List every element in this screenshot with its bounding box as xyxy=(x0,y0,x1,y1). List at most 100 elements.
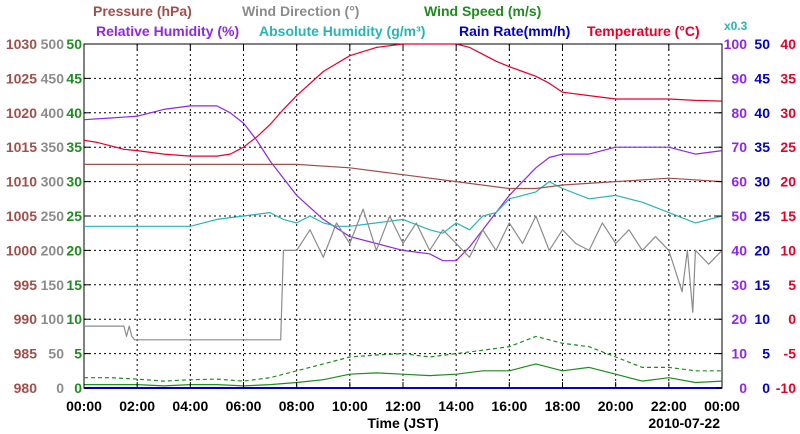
temperature-axis-tick-label: 35 xyxy=(780,70,796,86)
relative-humidity-axis-tick-label: 30 xyxy=(731,277,747,293)
wind-direction-axis-tick-label: 450 xyxy=(41,70,65,86)
rain-rate-axis-tick-label: 45 xyxy=(754,70,770,86)
rain-rate-axis-tick-label: 10 xyxy=(754,311,770,327)
series-absolute-humidity xyxy=(84,181,723,234)
series-wind-speed-gust xyxy=(84,335,722,382)
pressure-axis-tick-label: 990 xyxy=(14,311,38,327)
x-tick-label: 16:00 xyxy=(491,398,527,414)
temperature-axis-tick-label: -10 xyxy=(776,380,796,396)
rain-rate-axis-tick-label: 5 xyxy=(762,346,770,362)
relative-humidity-axis-tick-label: 0 xyxy=(739,380,747,396)
relative-humidity-axis-tick-label: 70 xyxy=(731,139,747,155)
x-tick-label: 18:00 xyxy=(545,398,581,414)
relative-humidity-axis-tick-label: 20 xyxy=(731,311,747,327)
series-pressure xyxy=(84,163,723,190)
relative-humidity-axis-tick-label: 50 xyxy=(731,208,747,224)
x-tick-label: 10:00 xyxy=(332,398,368,414)
legend-relative-humidity: Relative Humidity (%) xyxy=(96,23,239,39)
rain-rate-axis-tick-label: 35 xyxy=(754,139,770,155)
temperature-axis-tick-label: 25 xyxy=(780,139,796,155)
tick-marks xyxy=(83,43,723,389)
temperature-axis-tick-label: 20 xyxy=(780,174,796,190)
pressure-axis-tick-label: 995 xyxy=(14,277,38,293)
wind-speed-axis-tick-label: 10 xyxy=(66,311,82,327)
wind-speed-axis-tick-label: 5 xyxy=(74,346,82,362)
wind-direction-axis-tick-label: 250 xyxy=(41,208,65,224)
wind-speed-axis-tick-label: 20 xyxy=(66,242,82,258)
rain-scale-note: x0.3 xyxy=(724,19,748,33)
x-tick-label: 00:00 xyxy=(66,398,102,414)
x-tick-label: 14:00 xyxy=(438,398,474,414)
x-axis-label: Time (JST) xyxy=(367,415,438,431)
date-label: 2010-07-22 xyxy=(648,415,720,431)
temperature-axis-tick-label: 5 xyxy=(788,277,796,293)
wind-direction-axis-tick-label: 350 xyxy=(41,139,65,155)
temperature-axis-tick-label: 10 xyxy=(780,242,796,258)
wind-direction-axis-tick-label: 300 xyxy=(41,174,65,190)
pressure-axis-tick-label: 1015 xyxy=(6,139,37,155)
rain-rate-axis-tick-label: 40 xyxy=(754,105,770,121)
x-tick-label: 20:00 xyxy=(598,398,634,414)
wind-speed-axis-tick-label: 0 xyxy=(74,380,82,396)
pressure-axis-tick-label: 1020 xyxy=(6,105,37,121)
temperature-axis-tick-label: 0 xyxy=(788,311,796,327)
rain-rate-axis-tick-label: 25 xyxy=(754,208,770,224)
temperature-axis-tick-label: -5 xyxy=(784,346,797,362)
x-tick-label: 02:00 xyxy=(119,398,155,414)
legend-wind-direction: Wind Direction (°) xyxy=(242,3,359,19)
axis-labels: 1030102510201015101010051000995990985980… xyxy=(6,36,796,414)
wind-direction-axis-tick-label: 500 xyxy=(41,36,65,52)
wind-direction-axis-tick-label: 200 xyxy=(41,242,65,258)
relative-humidity-axis-tick-label: 90 xyxy=(731,70,747,86)
wind-speed-axis-tick-label: 25 xyxy=(66,208,82,224)
x-tick-label: 08:00 xyxy=(279,398,315,414)
wind-speed-axis-tick-label: 35 xyxy=(66,139,82,155)
rain-rate-axis-tick-label: 20 xyxy=(754,242,770,258)
relative-humidity-axis-tick-label: 40 xyxy=(731,242,747,258)
rain-rate-axis-tick-label: 0 xyxy=(762,380,770,396)
x-tick-label: 00:00 xyxy=(704,398,740,414)
x-tick-label: 22:00 xyxy=(651,398,687,414)
wind-speed-axis-tick-label: 40 xyxy=(66,105,82,121)
relative-humidity-axis-tick-label: 10 xyxy=(731,346,747,362)
relative-humidity-axis-tick-label: 80 xyxy=(731,105,747,121)
legend-pressure: Pressure (hPa) xyxy=(93,3,192,19)
temperature-axis-tick-label: 30 xyxy=(780,105,796,121)
wind-direction-axis-tick-label: 0 xyxy=(56,380,64,396)
wind-speed-axis-tick-label: 45 xyxy=(66,70,82,86)
wind-direction-axis-tick-label: 50 xyxy=(48,346,64,362)
pressure-axis-tick-label: 1025 xyxy=(6,70,37,86)
wind-speed-axis-tick-label: 30 xyxy=(66,174,82,190)
pressure-axis-tick-label: 1030 xyxy=(6,36,37,52)
pressure-axis-tick-label: 1000 xyxy=(6,242,37,258)
relative-humidity-axis-tick-label: 60 xyxy=(731,174,747,190)
temperature-axis-tick-label: 40 xyxy=(780,36,796,52)
legend-rain-rate: Rain Rate(mm/h) xyxy=(459,23,570,39)
pressure-axis-tick-label: 1005 xyxy=(6,208,37,224)
rain-rate-axis-tick-label: 50 xyxy=(754,36,770,52)
rain-rate-axis-tick-label: 15 xyxy=(754,277,770,293)
legend-wind-speed: Wind Speed (m/s) xyxy=(424,3,541,19)
rain-rate-axis-tick-label: 30 xyxy=(754,174,770,190)
temperature-axis-tick-label: 15 xyxy=(780,208,796,224)
wind-direction-axis-tick-label: 100 xyxy=(41,311,65,327)
x-tick-label: 04:00 xyxy=(172,398,208,414)
legend-absolute-humidity: Absolute Humidity (g/m³) xyxy=(259,23,425,39)
relative-humidity-axis-tick-label: 100 xyxy=(724,36,748,52)
pressure-axis-tick-label: 1010 xyxy=(6,174,37,190)
wind-direction-axis-tick-label: 400 xyxy=(41,105,65,121)
series-wind-direction xyxy=(84,208,723,341)
pressure-axis-tick-label: 980 xyxy=(14,380,38,396)
wind-speed-axis-tick-label: 15 xyxy=(66,277,82,293)
x-tick-label: 06:00 xyxy=(226,398,262,414)
wind-direction-axis-tick-label: 150 xyxy=(41,277,65,293)
legend-temperature: Temperature (°C) xyxy=(587,23,700,39)
wind-speed-axis-tick-label: 50 xyxy=(66,36,82,52)
pressure-axis-tick-label: 985 xyxy=(14,346,38,362)
x-tick-label: 12:00 xyxy=(385,398,421,414)
series-temperature xyxy=(83,43,723,157)
series-relative-humidity xyxy=(83,105,723,262)
